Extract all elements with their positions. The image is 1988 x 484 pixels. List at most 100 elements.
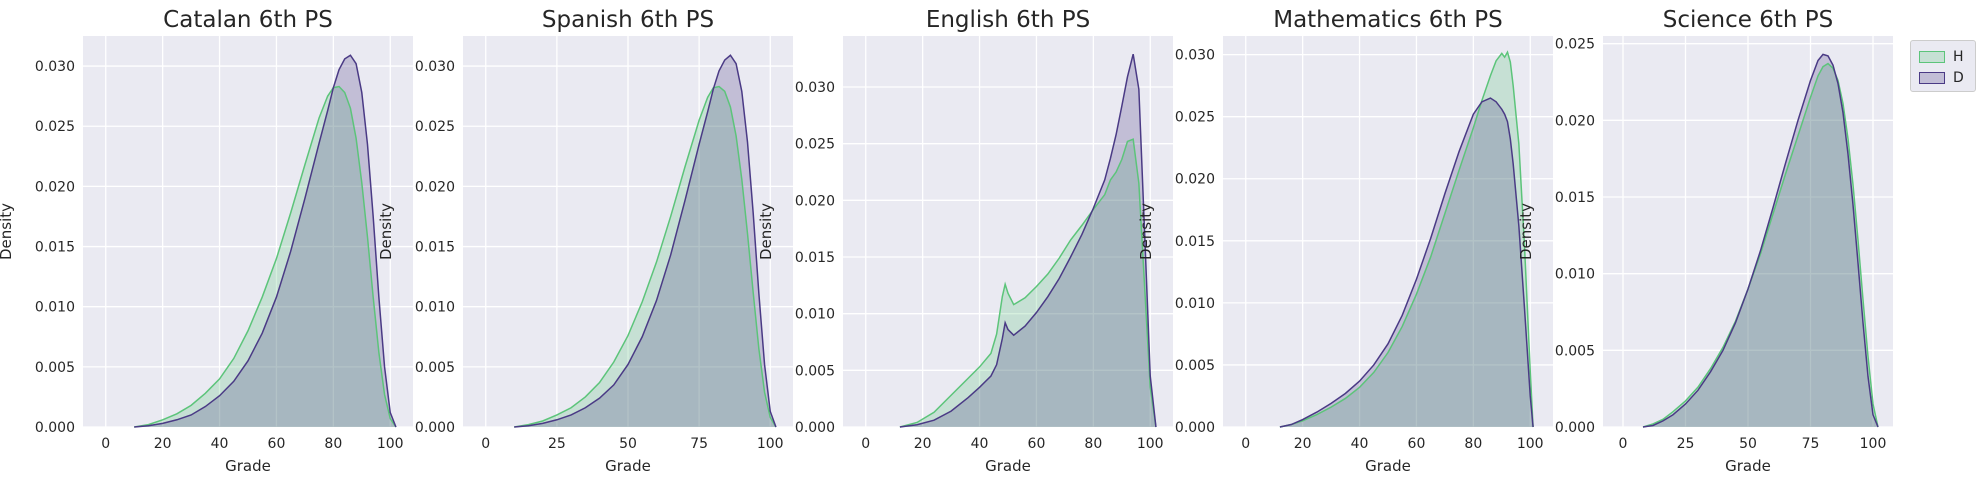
- y-tick-label: 0.005: [35, 360, 75, 376]
- density-area-d: [899, 54, 1156, 427]
- y-axis-label: Density: [757, 203, 775, 260]
- y-tick-label: 0.015: [1175, 234, 1215, 250]
- x-tick-label: 0: [101, 436, 110, 452]
- density-line-h: [514, 85, 777, 428]
- x-tick-label: 25: [548, 436, 566, 452]
- x-tick-label: 40: [971, 436, 989, 452]
- panel-catalan-6th-ps: 0 20 40 60 80 100 0.000 0.005 0.010 0.015 0.020 0.0…: [0, 7, 413, 475]
- x-tick-label: 20: [1294, 436, 1312, 452]
- y-tick-label: 0.000: [35, 420, 75, 436]
- x-tick-label: 100: [1137, 436, 1164, 452]
- x-tick-label: 75: [690, 436, 708, 452]
- x-tick-label: 60: [268, 436, 286, 452]
- density-area-h: [514, 86, 776, 427]
- x-axis-label: Grade: [1725, 457, 1771, 475]
- y-tick-label: 0.030: [415, 59, 455, 75]
- y-axis-label: Density: [1517, 203, 1535, 260]
- y-axis-label: Density: [377, 203, 395, 260]
- density-line-d: [134, 54, 397, 428]
- legend-label-h: H: [1953, 49, 1964, 65]
- y-tick-label: 0.020: [35, 179, 75, 195]
- x-tick-label: 80: [1084, 436, 1102, 452]
- x-tick-label: 100: [1517, 436, 1544, 452]
- y-tick-label: 0.020: [415, 179, 455, 195]
- x-tick-label: 0: [1619, 436, 1628, 452]
- y-tick-label: 0.025: [795, 137, 835, 153]
- y-tick-label: 0.025: [1555, 37, 1595, 53]
- x-axis-label: Grade: [605, 457, 651, 475]
- x-tick-label: 75: [1802, 436, 1820, 452]
- x-tick-label: 60: [1028, 436, 1046, 452]
- y-tick-label: 0.005: [415, 360, 455, 376]
- y-tick-label: 0.000: [795, 420, 835, 436]
- legend-item-d: D: [1919, 69, 1964, 87]
- density-area-h: [1643, 63, 1878, 427]
- density-line-h: [134, 85, 397, 428]
- density-line-d: [899, 53, 1157, 428]
- x-tick-label: 0: [1241, 436, 1250, 452]
- panel-mathematics-6th-ps: 0 20 40 60 80 100 0.000 0.005 0.010 0.015 0.020 0.0…: [1137, 7, 1553, 475]
- x-tick-label: 60: [1408, 436, 1426, 452]
- legend-label-d: D: [1953, 70, 1964, 86]
- y-tick-label: 0.010: [1175, 296, 1215, 312]
- x-axis-label: Grade: [1365, 457, 1411, 475]
- y-tick-label: 0.005: [1175, 358, 1215, 374]
- density-line-d: [1279, 97, 1534, 428]
- x-tick-label: 40: [1351, 436, 1369, 452]
- y-tick-label: 0.030: [795, 80, 835, 96]
- density-area-d: [1279, 98, 1534, 427]
- chart-title: Catalan 6th PS: [163, 7, 333, 33]
- x-tick-label: 0: [481, 436, 490, 452]
- chart-title: Mathematics 6th PS: [1273, 7, 1503, 33]
- x-tick-label: 80: [324, 436, 342, 452]
- chart-title: Spanish 6th PS: [542, 7, 714, 33]
- y-tick-label: 0.010: [1555, 267, 1595, 283]
- y-tick-label: 0.000: [1555, 420, 1595, 436]
- x-tick-label: 20: [914, 436, 932, 452]
- legend-item-h: H: [1919, 48, 1964, 66]
- y-tick-label: 0.015: [415, 240, 455, 256]
- density-area-h: [1279, 52, 1534, 427]
- legend-swatch-d: [1919, 72, 1945, 84]
- y-tick-label: 0.015: [35, 240, 75, 256]
- x-tick-label: 40: [211, 436, 229, 452]
- y-tick-label: 0.005: [1555, 343, 1595, 359]
- legend-swatch-h: [1919, 51, 1945, 63]
- x-tick-label: 100: [377, 436, 404, 452]
- x-tick-label: 50: [1739, 436, 1757, 452]
- x-tick-label: 50: [619, 436, 637, 452]
- density-area-h: [899, 139, 1156, 427]
- plot-area: [843, 36, 1173, 427]
- y-axis-label: Density: [0, 203, 15, 260]
- density-area-d: [514, 55, 776, 427]
- plot-area: [1223, 36, 1553, 427]
- y-tick-label: 0.010: [415, 300, 455, 316]
- y-tick-label: 0.015: [795, 250, 835, 266]
- x-tick-label: 100: [1860, 436, 1887, 452]
- panel-english-6th-ps: 0 20 40 60 80 100 0.000 0.005 0.010 0.015 0.020 0.0…: [757, 7, 1173, 475]
- y-tick-label: 0.005: [795, 363, 835, 379]
- x-tick-label: 0: [861, 436, 870, 452]
- panel-science-6th-ps: 0 25 50 75 100 0.000 0.005 0.010 0.015 0.020 0.025…: [1517, 7, 1893, 475]
- x-tick-label: 25: [1677, 436, 1695, 452]
- x-axis-label: Grade: [985, 457, 1031, 475]
- density-area-d: [1643, 54, 1878, 428]
- x-axis-label: Grade: [225, 457, 271, 475]
- y-tick-label: 0.030: [35, 59, 75, 75]
- y-tick-label: 0.010: [795, 307, 835, 323]
- chart-title: English 6th PS: [926, 7, 1090, 33]
- density-area-h: [134, 86, 396, 427]
- density-line-h: [1642, 62, 1879, 428]
- y-axis-label: Density: [1137, 203, 1155, 260]
- y-tick-label: 0.020: [1175, 172, 1215, 188]
- chart-title: Science 6th PS: [1663, 7, 1833, 33]
- panel-spanish-6th-ps: 0 25 50 75 100 0.000 0.005 0.010 0.015 0.020 0.025…: [377, 7, 793, 475]
- y-tick-label: 0.025: [35, 119, 75, 135]
- x-tick-label: 80: [1464, 436, 1482, 452]
- y-tick-label: 0.025: [1175, 110, 1215, 126]
- x-tick-label: 20: [154, 436, 172, 452]
- y-tick-label: 0.000: [415, 420, 455, 436]
- y-tick-label: 0.015: [1555, 190, 1595, 206]
- y-tick-label: 0.025: [415, 119, 455, 135]
